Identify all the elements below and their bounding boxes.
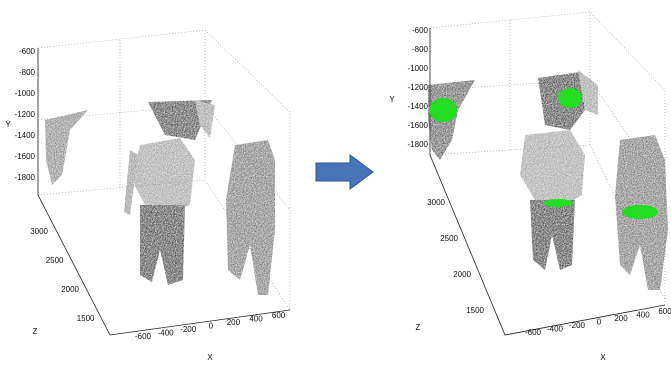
- left-point-cloud: [45, 100, 275, 295]
- z-tick-label: 2500: [46, 256, 64, 265]
- z-axis-label: Z: [416, 323, 421, 332]
- x-tick-label: 0: [209, 322, 214, 331]
- x-tick-label: 400: [249, 315, 263, 324]
- y-tick-label: -1600: [15, 152, 36, 161]
- z-tick-label: 3000: [30, 227, 48, 236]
- y-tick-label: -1000: [408, 64, 429, 73]
- y-tick-label: -800: [19, 68, 36, 77]
- y-tick-label: -1400: [15, 131, 36, 140]
- x-tick-label: -200: [180, 325, 197, 334]
- x-tick-label: 0: [597, 318, 602, 327]
- y-axis-label: Y: [389, 95, 395, 104]
- figure: -600 -800 -1000 -1200 -1400 -1600 -1800 3000 250…: [0, 0, 671, 368]
- y-tick-label: -800: [412, 45, 429, 54]
- x-tick-label: 600: [272, 311, 286, 320]
- x-tick-label: -600: [135, 332, 152, 341]
- z-tick-label: 1500: [77, 314, 95, 323]
- right-point-cloud: [428, 70, 668, 290]
- x-axis-label: X: [600, 353, 606, 362]
- y-tick-label: -1400: [408, 102, 429, 111]
- z-tick-label: 2500: [440, 234, 458, 243]
- arrow: [316, 155, 373, 189]
- x-tick-label: -400: [158, 329, 175, 338]
- x-tick-label: -600: [525, 328, 542, 337]
- y-tick-label: -1800: [408, 140, 429, 149]
- x-tick-label: 400: [636, 311, 650, 320]
- z-axis-label: Z: [33, 327, 38, 336]
- x-tick-label: 600: [658, 307, 671, 316]
- y-tick-label: -600: [412, 26, 429, 35]
- y-tick-label: -1000: [15, 89, 36, 98]
- x-tick-label: -200: [569, 321, 586, 330]
- y-tick-label: -600: [19, 47, 36, 56]
- y-axis-label: Y: [5, 120, 11, 129]
- z-tick-label: 2000: [61, 285, 79, 294]
- x-tick-label: 200: [614, 314, 628, 323]
- z-tick-label: 1500: [466, 306, 484, 315]
- x-tick-label: -400: [547, 325, 564, 334]
- y-tick-label: -1200: [15, 110, 36, 119]
- x-axis-label: X: [207, 353, 213, 362]
- x-tick-label: 200: [227, 318, 241, 327]
- y-tick-label: -1600: [408, 121, 429, 130]
- z-tick-label: 3000: [427, 198, 445, 207]
- y-tick-label: -1800: [15, 173, 36, 182]
- z-tick-label: 2000: [453, 270, 471, 279]
- y-tick-label: -1200: [408, 83, 429, 92]
